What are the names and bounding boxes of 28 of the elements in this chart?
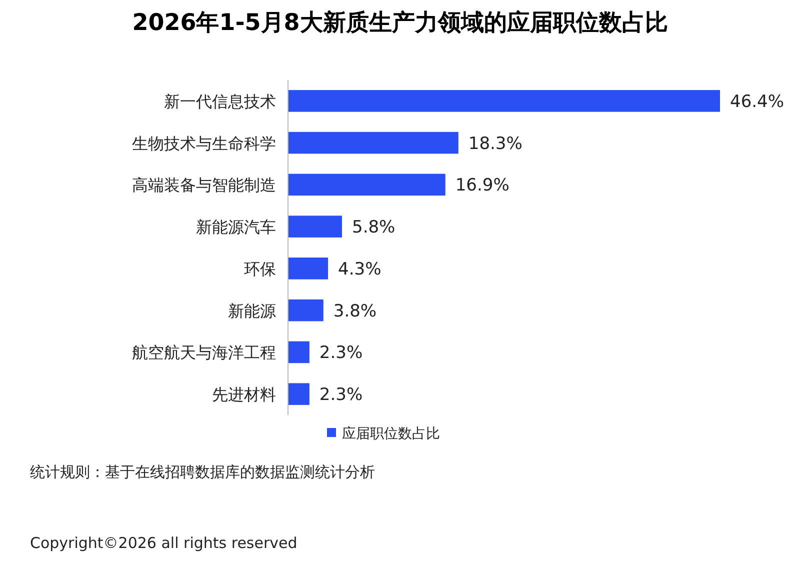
bar (288, 341, 310, 364)
y-tick-label: 高端装备与智能制造 (132, 176, 276, 195)
y-tick-label: 环保 (244, 259, 276, 278)
legend-label: 应届职位数占比 (342, 426, 440, 442)
y-tick-label: 新一代信息技术 (164, 92, 276, 111)
bar (288, 216, 342, 238)
data-label: 5.8% (352, 218, 396, 238)
bar (288, 299, 324, 322)
bar (288, 383, 310, 405)
data-label: 2.3% (319, 343, 363, 364)
y-tick-label: 航空航天与海洋工程 (132, 343, 276, 362)
bar (288, 90, 720, 112)
bar (288, 258, 328, 280)
data-label: 16.9% (455, 176, 510, 196)
chart-title: 2026年1-5月8大新质生产力领域的应届职位数占比 (132, 9, 668, 36)
data-label: 3.8% (333, 301, 377, 322)
data-label: 46.4% (730, 92, 784, 112)
data-label: 2.3% (319, 385, 363, 406)
text: 统计规则：基于在线招聘数据库的数据监测统计分析 (30, 463, 375, 481)
text: Copyright©2026 all rights reserved (30, 534, 298, 552)
y-tick-label: 新能源 (228, 301, 276, 320)
bar (288, 132, 458, 154)
bar (288, 174, 446, 196)
data-label: 4.3% (338, 259, 382, 280)
y-tick-label: 生物技术与生命科学 (132, 134, 276, 153)
data-label: 18.3% (468, 134, 522, 154)
y-tick-label: 新能源汽车 (196, 218, 276, 237)
y-tick-label: 先进材料 (212, 385, 276, 404)
